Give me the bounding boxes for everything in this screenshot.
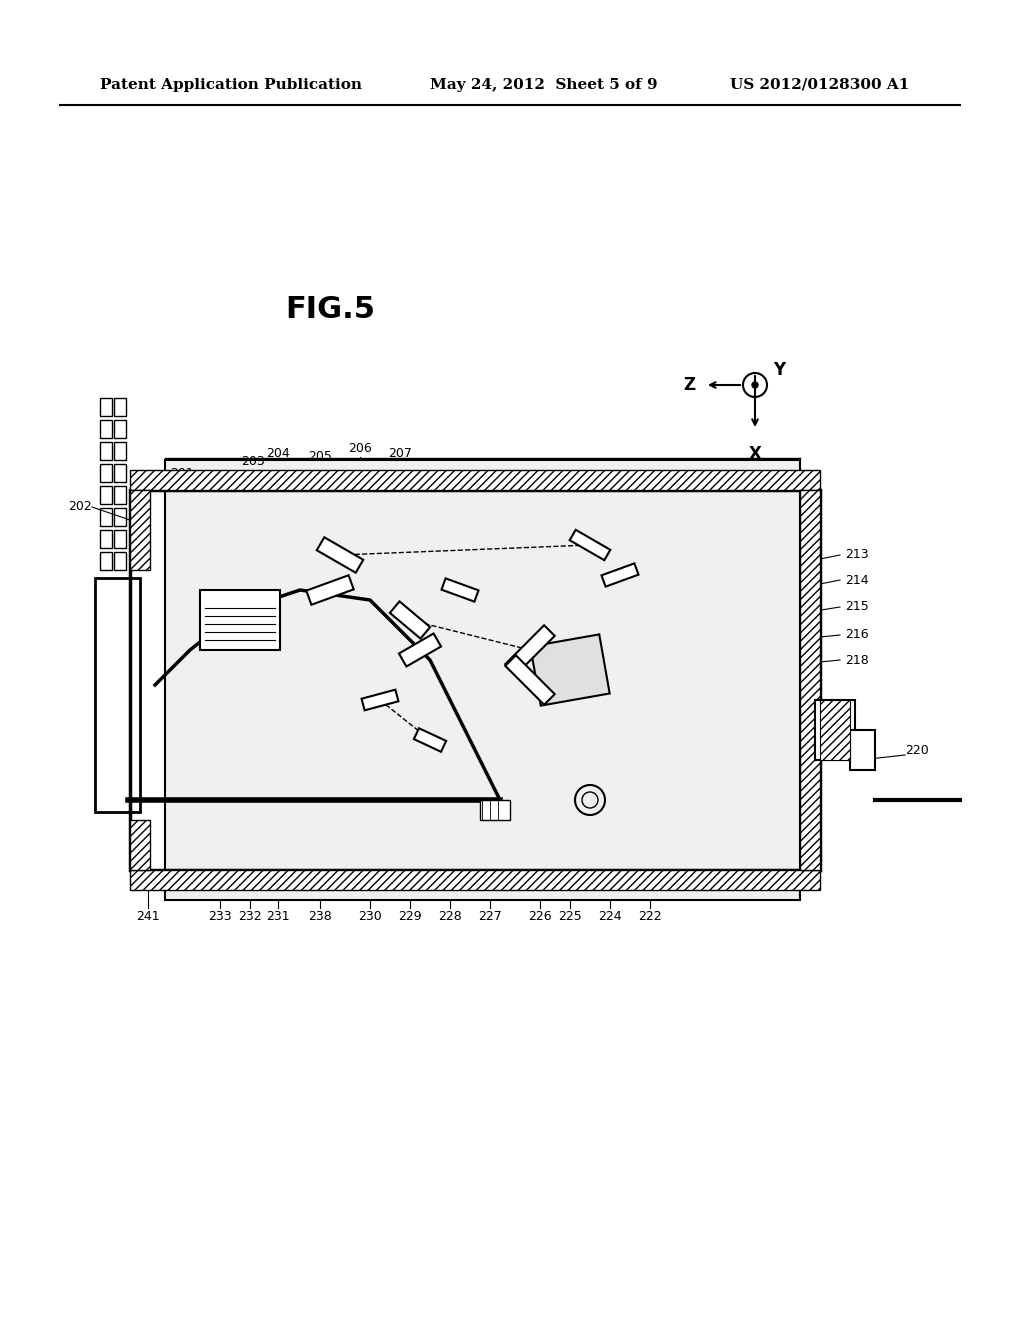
Polygon shape — [306, 576, 353, 605]
Polygon shape — [601, 564, 639, 586]
Bar — [114, 508, 126, 525]
Text: 205: 205 — [308, 450, 332, 463]
Bar — [100, 465, 112, 482]
Bar — [100, 442, 112, 459]
Text: 241: 241 — [136, 909, 160, 923]
Text: 207: 207 — [388, 447, 412, 459]
Text: US 2012/0128300 A1: US 2012/0128300 A1 — [730, 78, 909, 92]
Bar — [200, 590, 280, 649]
Bar — [100, 486, 112, 504]
Text: FIG.5: FIG.5 — [285, 296, 375, 325]
Bar — [130, 820, 150, 870]
Bar — [850, 730, 874, 770]
Bar — [815, 700, 855, 760]
Text: 220: 220 — [905, 743, 929, 756]
Bar — [480, 800, 510, 820]
Bar — [95, 578, 140, 812]
Text: 224: 224 — [598, 909, 622, 923]
Text: Patent Application Publication: Patent Application Publication — [100, 78, 362, 92]
Polygon shape — [569, 529, 610, 560]
Text: May 24, 2012  Sheet 5 of 9: May 24, 2012 Sheet 5 of 9 — [430, 78, 657, 92]
Bar — [114, 399, 126, 416]
Text: 201: 201 — [170, 467, 194, 480]
Bar — [100, 399, 112, 416]
Bar — [100, 420, 112, 438]
Polygon shape — [361, 689, 398, 710]
Bar — [100, 531, 112, 548]
Text: 231: 231 — [266, 909, 290, 923]
Bar — [114, 465, 126, 482]
Text: Z: Z — [683, 376, 695, 393]
Polygon shape — [505, 655, 555, 705]
Polygon shape — [316, 537, 364, 573]
Polygon shape — [441, 578, 478, 602]
Bar — [165, 459, 800, 900]
Bar — [130, 490, 150, 570]
Bar — [130, 490, 820, 870]
Text: 202: 202 — [69, 500, 92, 513]
Circle shape — [752, 381, 758, 388]
Text: 227: 227 — [478, 909, 502, 923]
Bar — [100, 552, 112, 570]
Text: 238: 238 — [308, 909, 332, 923]
Text: 215: 215 — [845, 601, 868, 614]
Text: 214: 214 — [845, 573, 868, 586]
Text: 218: 218 — [845, 653, 868, 667]
Bar — [820, 700, 850, 760]
Bar — [130, 870, 820, 890]
Text: 206: 206 — [348, 442, 372, 455]
Text: 213: 213 — [845, 549, 868, 561]
Text: 232: 232 — [239, 909, 262, 923]
Polygon shape — [390, 602, 430, 639]
Bar — [114, 420, 126, 438]
Bar — [114, 486, 126, 504]
Text: 230: 230 — [358, 909, 382, 923]
Text: 229: 229 — [398, 909, 422, 923]
Text: 203: 203 — [241, 455, 265, 469]
Text: X: X — [749, 445, 762, 463]
Text: 204: 204 — [266, 447, 290, 459]
Bar — [800, 490, 820, 870]
Polygon shape — [530, 635, 609, 706]
Bar — [114, 552, 126, 570]
Polygon shape — [505, 626, 555, 675]
Bar — [100, 508, 112, 525]
Polygon shape — [414, 729, 446, 752]
Bar — [114, 442, 126, 459]
Text: 222: 222 — [638, 909, 662, 923]
Text: 226: 226 — [528, 909, 552, 923]
Text: 233: 233 — [208, 909, 231, 923]
Text: 216: 216 — [845, 628, 868, 642]
Bar — [130, 470, 820, 490]
Polygon shape — [399, 634, 441, 667]
Bar — [114, 531, 126, 548]
Text: 228: 228 — [438, 909, 462, 923]
Text: 225: 225 — [558, 909, 582, 923]
Text: Y: Y — [773, 360, 785, 379]
